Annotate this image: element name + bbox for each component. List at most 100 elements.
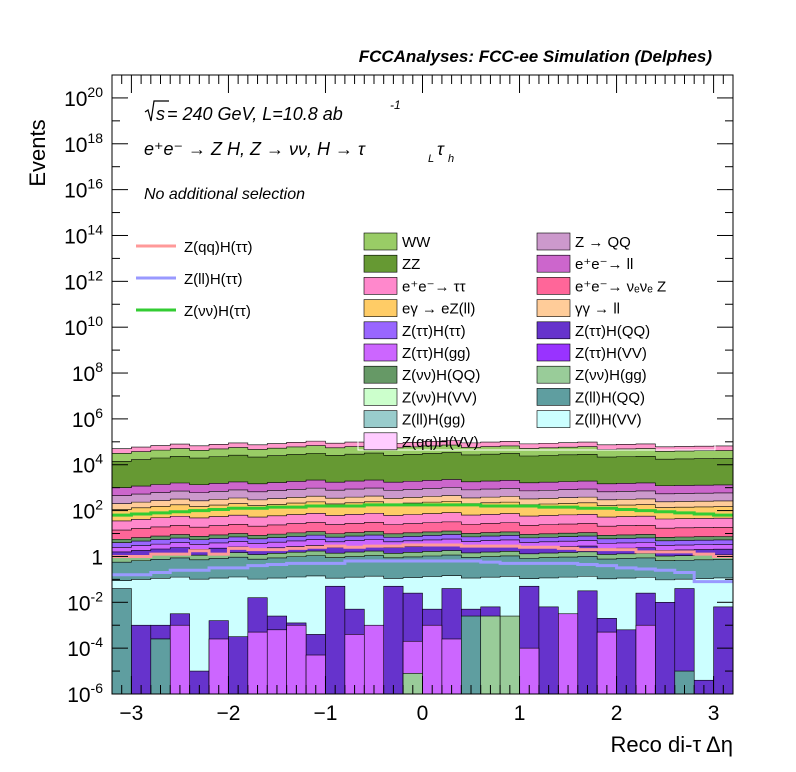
x-tick-label: 0 xyxy=(417,702,429,725)
energy-sqrt-s: s xyxy=(156,104,165,124)
legend-swatch xyxy=(363,254,398,273)
selection-text: No additional selection xyxy=(144,186,305,203)
sparse-bin xyxy=(131,624,152,695)
signal-lines-layer xyxy=(112,503,733,584)
y-tick-exp: 6 xyxy=(95,405,103,421)
legend-label: Z(ττ)H(ττ) xyxy=(402,323,466,340)
sparse-bins-layer xyxy=(111,585,734,695)
x-tick-labels: −3 −2 −1 0 1 2 3 xyxy=(119,702,719,725)
legend-label: Z(νν)H(gg) xyxy=(575,367,647,384)
y-tick-base: 10 xyxy=(72,363,95,386)
y-tick-exp: 14 xyxy=(87,221,103,237)
y-tick-label: 10-4 xyxy=(67,634,103,661)
legend-swatch xyxy=(363,232,398,251)
y-tick-label: 104 xyxy=(72,451,103,478)
legend-label: e⁺e⁻→ ll xyxy=(575,256,633,273)
y-tick-labels: 102010181016101410121010108106104102110-… xyxy=(64,84,103,707)
energy-annotation: s = 240 GeV, L=10.8 ab -1 xyxy=(144,98,401,124)
y-tick-exp: 12 xyxy=(87,267,103,283)
y-tick-label: 1010 xyxy=(64,313,103,340)
y-tick-label: 10-6 xyxy=(67,680,103,707)
process-text: e⁺e⁻ → Z H, Z → νν, H → τ xyxy=(144,139,366,159)
legend-label: Z(ττ)H(gg) xyxy=(402,345,471,362)
sparse-bin xyxy=(480,615,501,695)
y-tick-exp: 8 xyxy=(95,359,103,375)
chart-title: FCCAnalyses: FCC-ee Simulation (Delphes) xyxy=(359,47,713,66)
legend-label: eγ → eZ(ll) xyxy=(402,301,475,318)
legend-signal-label: Z(νν)H(ττ) xyxy=(184,303,251,320)
y-tick-base: 1 xyxy=(91,546,103,569)
y-tick-label: 1 xyxy=(91,546,103,569)
legend-label: Z(ll)H(gg) xyxy=(402,412,465,429)
legend-signal-label: Z(qq)H(ττ) xyxy=(184,239,253,256)
sparse-bin xyxy=(655,601,676,695)
y-tick-exp: 4 xyxy=(95,451,103,467)
sparse-bin xyxy=(577,590,598,695)
sparse-bin xyxy=(325,585,346,695)
legend-label: Z(ττ)H(QQ) xyxy=(575,323,650,340)
legend-box xyxy=(357,427,716,451)
legend-label: Z(qq)H(VV) xyxy=(402,434,479,451)
y-tick-base: 10 xyxy=(72,455,95,478)
legend-swatch xyxy=(363,388,398,406)
y-tick-label: 1014 xyxy=(64,221,103,248)
legend-label: Z → QQ xyxy=(575,234,631,251)
y-tick-exp: 10 xyxy=(87,313,103,329)
sparse-bin xyxy=(713,606,734,695)
y-tick-base: 10 xyxy=(64,271,87,294)
legend-swatch xyxy=(363,365,398,384)
legend-swatch xyxy=(363,343,398,362)
y-tick-base: 10 xyxy=(64,134,87,157)
sparse-bin xyxy=(461,615,482,695)
legend-signals: Z(qq)H(ττ) Z(ll)H(ττ) Z(νν)H(ττ) xyxy=(136,239,253,320)
sparse-bin xyxy=(111,588,132,695)
legend-label: Z(νν)H(QQ) xyxy=(402,367,480,384)
legend-label: Z(νν)H(VV) xyxy=(402,389,477,406)
x-tick-label: 1 xyxy=(514,702,526,725)
y-tick-label: 10-2 xyxy=(67,588,103,615)
y-tick-exp: 2 xyxy=(95,497,103,513)
process-annotation: e⁺e⁻ → Z H, Z → νν, H → τ L τ h xyxy=(144,139,454,165)
energy-text: = 240 GeV, L=10.8 ab xyxy=(167,104,343,124)
y-tick-base: 10 xyxy=(64,225,87,248)
legend-swatch xyxy=(363,432,398,451)
process-subscript-h: h xyxy=(448,153,454,165)
legend-label: ZZ xyxy=(402,256,420,273)
sqrt-symbol xyxy=(144,100,169,122)
process-tau: τ xyxy=(437,139,445,159)
legend-swatch xyxy=(536,299,571,317)
y-tick-label: 102 xyxy=(72,497,103,524)
sparse-bin xyxy=(635,624,656,695)
sparse-bin xyxy=(266,629,287,695)
legend-swatch xyxy=(536,321,571,340)
y-tick-base: 10 xyxy=(64,88,87,111)
x-tick-label: 3 xyxy=(708,702,720,725)
legend-label: WW xyxy=(402,234,431,251)
legend-label: Z(ττ)H(VV) xyxy=(575,345,647,362)
legend-swatch xyxy=(536,343,571,362)
legend-swatch xyxy=(536,254,571,273)
legend-swatch xyxy=(363,410,398,428)
legend-backgrounds: WW Z → QQ ZZ e⁺e⁻→ ll e⁺e⁻→ ττ e⁺e⁻→ νₑνₑ Z eγ… xyxy=(363,232,666,451)
legend-label: Z(ll)H(VV) xyxy=(575,412,642,429)
x-axis-label: Reco di-τ Δη xyxy=(611,732,733,757)
signal-line-1 xyxy=(112,559,733,584)
process-subscript-l: L xyxy=(428,153,434,165)
x-tick-label: −3 xyxy=(119,702,143,725)
signal-line-2 xyxy=(112,503,733,517)
y-axis-label: Events xyxy=(25,119,50,186)
y-tick-exp: 16 xyxy=(87,176,103,192)
legend-swatch xyxy=(536,388,571,406)
x-tick-label: −2 xyxy=(216,702,240,725)
sparse-bin xyxy=(363,624,384,695)
x-tick-label: −1 xyxy=(313,702,337,725)
y-tick-label: 1018 xyxy=(64,130,103,157)
legend-label: e⁺e⁻→ ττ xyxy=(402,278,466,295)
x-tick-label: 2 xyxy=(611,702,623,725)
legend-signal-label: Z(ll)H(ττ) xyxy=(184,271,243,288)
y-tick-label: 1016 xyxy=(64,176,103,203)
legend-label: γγ → ll xyxy=(575,301,620,318)
y-tick-exp: 20 xyxy=(87,84,103,100)
axis-ticks xyxy=(111,74,734,695)
sparse-bin xyxy=(558,613,579,695)
